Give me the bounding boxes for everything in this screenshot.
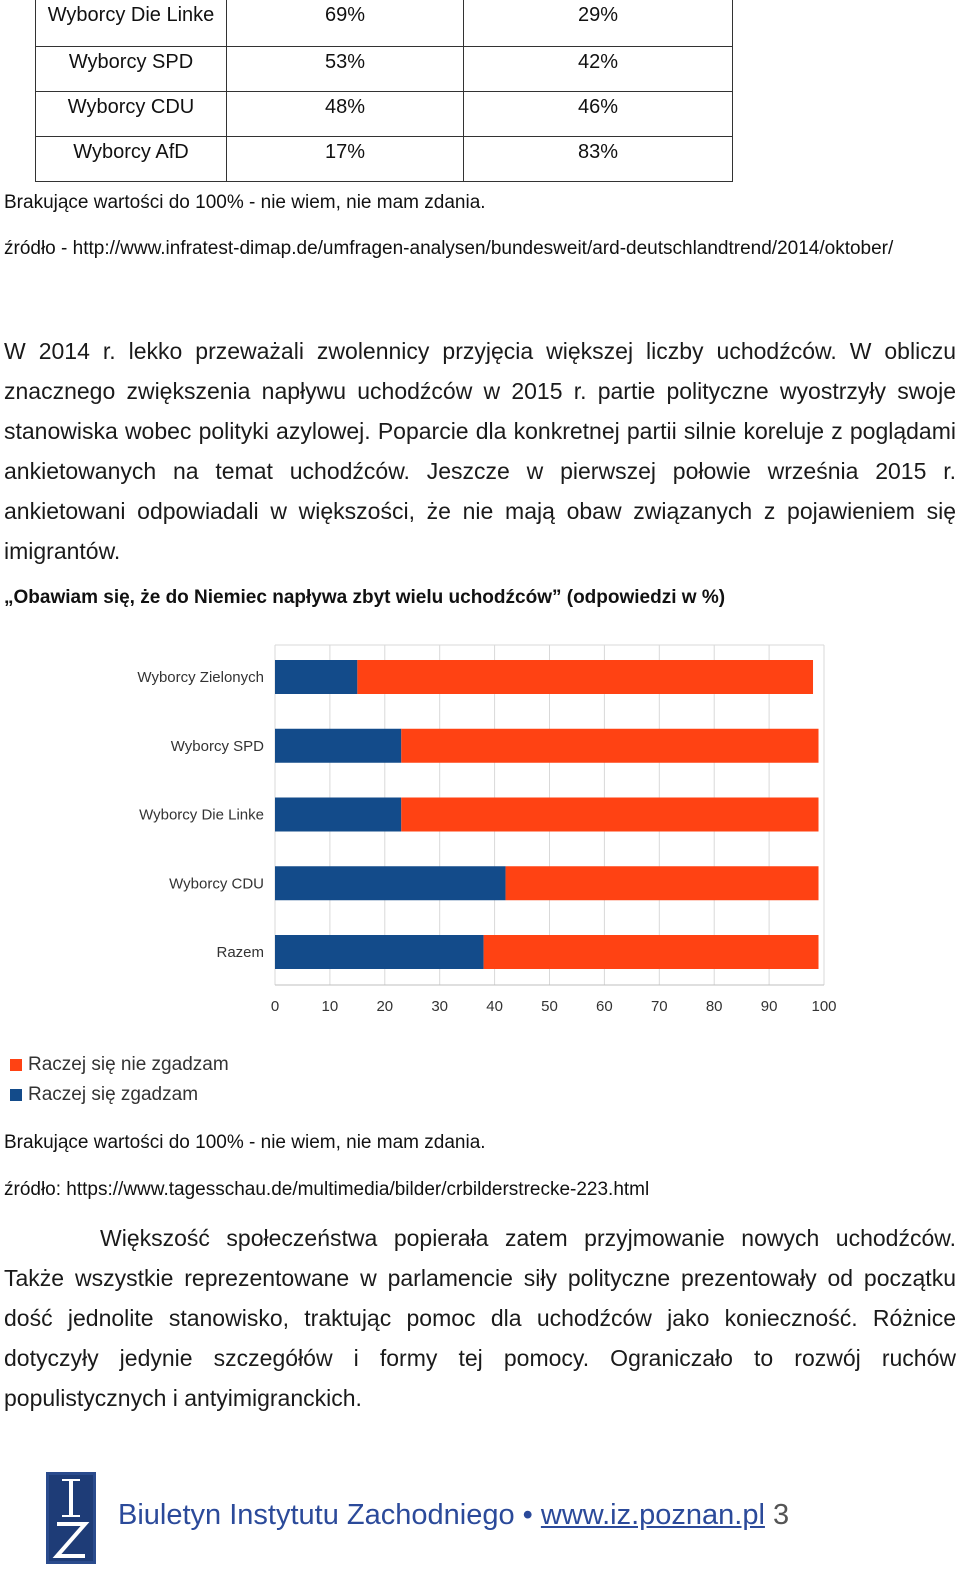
x-tick-label: 10 (322, 998, 339, 1015)
chart-legend: Raczej się nie zgadzam Raczej się zgadza… (10, 1050, 229, 1110)
table-cell: 29% (463, 0, 733, 47)
bar-disagree (401, 728, 819, 763)
bar-disagree (483, 935, 819, 969)
table-cell: 53% (226, 46, 464, 92)
footer: Biuletyn Instytutu Zachodniego • www.iz.… (118, 1499, 789, 1532)
table-cell: Wyborcy Die Linke (35, 0, 227, 47)
paragraph-2: Większość społeczeństwa popierała zatem … (4, 1218, 956, 1418)
legend-swatch-disagree (10, 1059, 22, 1071)
source-link[interactable]: źródło - http://www.infratest-dimap.de/u… (4, 238, 894, 259)
bar-disagree (401, 797, 819, 832)
category-label: Wyborcy Die Linke (139, 807, 264, 824)
x-tick-label: 60 (596, 998, 613, 1015)
category-label: Wyborcy SPD (171, 738, 264, 755)
missing-values-note-2: Brakujące wartości do 100% - nie wiem, n… (4, 1132, 486, 1153)
footer-separator: • (522, 1499, 533, 1531)
legend-item-disagree: Raczej się nie zgadzam (10, 1050, 229, 1080)
table-cell: 17% (226, 136, 464, 182)
source-link-2[interactable]: źródło: https://www.tagesschau.de/multim… (4, 1179, 650, 1200)
stacked-bar-chart: 0 10 20 30 40 50 60 70 80 90 100 Wyborcy Zielonych W… (137, 644, 837, 1015)
table-row: Wyborcy Die Linke 69% 29% (35, 0, 733, 47)
x-tick-label: 80 (706, 998, 723, 1015)
table-row: Wyborcy SPD 53% 42% (35, 46, 733, 92)
paragraph-2-text: Większość społeczeństwa popierała zatem … (4, 1225, 956, 1411)
legend-label-disagree: Raczej się nie zgadzam (28, 1054, 229, 1075)
page-number: 3 (773, 1499, 790, 1531)
x-tick-label: 50 (541, 998, 558, 1015)
x-tick-label: 90 (761, 998, 778, 1015)
legend-swatch-agree (10, 1089, 22, 1101)
table-cell: Wyborcy SPD (35, 46, 227, 92)
x-tick-label: 30 (431, 998, 448, 1015)
bar-agree (275, 728, 402, 763)
footer-title: Biuletyn Instytutu Zachodniego (118, 1499, 515, 1531)
bar-disagree (357, 660, 814, 694)
institute-logo (46, 1472, 96, 1564)
x-tick-label: 40 (486, 998, 503, 1015)
missing-values-note: Brakujące wartości do 100% - nie wiem, n… (4, 192, 486, 213)
table-cell: 83% (463, 136, 733, 182)
category-label: Razem (216, 944, 264, 961)
table-cell: Wyborcy CDU (35, 91, 227, 137)
table-cell: 69% (226, 0, 464, 47)
paragraph-1: W 2014 r. lekko przeważali zwolennicy pr… (4, 338, 956, 564)
table-cell: 42% (463, 46, 733, 92)
table-cell: 46% (463, 91, 733, 137)
chart-title: „Obawiam się, że do Niemiec napływa zbyt… (4, 587, 726, 608)
x-tick-label: 0 (271, 998, 279, 1015)
category-label: Wyborcy Zielonych (137, 669, 264, 686)
legend-label-agree: Raczej się zgadzam (28, 1084, 199, 1105)
x-tick-label: 70 (651, 998, 668, 1015)
table-cell: 48% (226, 91, 464, 137)
x-tick-label: 20 (376, 998, 393, 1015)
table-row: Wyborcy AfD 17% 83% (35, 136, 733, 182)
bar-agree (275, 660, 358, 694)
bar-agree (275, 797, 402, 832)
bar-agree (275, 935, 484, 969)
table-row: Wyborcy CDU 48% 46% (35, 91, 733, 137)
voters-table: Wyborcy Die Linke 69% 29% Wyborcy SPD 53% 42%… (35, 0, 733, 182)
x-tick-label: 100 (811, 998, 836, 1015)
table-cell: Wyborcy AfD (35, 136, 227, 182)
footer-link[interactable]: www.iz.poznan.pl (540, 1499, 765, 1531)
legend-item-agree: Raczej się zgadzam (10, 1080, 229, 1110)
category-label: Wyborcy CDU (169, 875, 264, 892)
bar-agree (275, 866, 506, 901)
bar-disagree (505, 866, 819, 901)
